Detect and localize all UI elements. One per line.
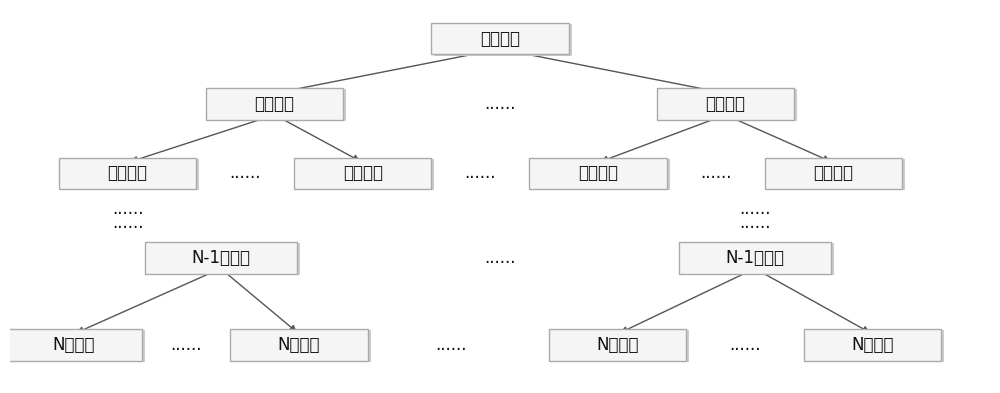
- Text: N级入口: N级入口: [596, 336, 639, 354]
- Bar: [434, 24, 572, 55]
- Text: ......: ......: [729, 336, 761, 354]
- Text: ......: ......: [435, 336, 467, 354]
- Text: ......: ......: [484, 249, 516, 267]
- Text: ......: ......: [229, 164, 261, 182]
- Text: N级入口: N级入口: [851, 336, 894, 354]
- Text: ......: ......: [112, 200, 143, 218]
- Bar: [549, 329, 686, 360]
- Bar: [297, 159, 434, 190]
- Bar: [59, 158, 196, 189]
- Bar: [62, 159, 199, 190]
- Text: ......: ......: [484, 95, 516, 113]
- Bar: [148, 244, 300, 275]
- Text: ......: ......: [739, 200, 771, 218]
- Bar: [230, 329, 368, 360]
- Text: N-1级入口: N-1级入口: [725, 249, 784, 267]
- Text: 三级入口: 三级入口: [813, 164, 853, 182]
- Text: 三级入口: 三级入口: [578, 164, 618, 182]
- Bar: [233, 330, 371, 362]
- Bar: [206, 88, 343, 120]
- Text: ......: ......: [171, 336, 202, 354]
- Bar: [294, 158, 431, 189]
- Bar: [807, 330, 944, 362]
- Bar: [657, 88, 794, 120]
- Bar: [682, 244, 834, 275]
- Text: ......: ......: [112, 215, 143, 233]
- Bar: [660, 90, 797, 121]
- Bar: [532, 159, 670, 190]
- Text: N级入口: N级入口: [278, 336, 320, 354]
- Bar: [5, 329, 142, 360]
- Text: 二级入口: 二级入口: [705, 95, 745, 113]
- Text: N-1级入口: N-1级入口: [191, 249, 250, 267]
- Bar: [765, 158, 902, 189]
- Text: 二级入口: 二级入口: [255, 95, 295, 113]
- Text: ......: ......: [465, 164, 496, 182]
- Bar: [529, 158, 667, 189]
- Bar: [768, 159, 905, 190]
- Text: N级入口: N级入口: [52, 336, 95, 354]
- Text: ......: ......: [739, 215, 771, 233]
- Text: 三级入口: 三级入口: [343, 164, 383, 182]
- Text: 一级入口: 一级入口: [480, 29, 520, 48]
- Bar: [804, 329, 941, 360]
- Bar: [431, 23, 569, 54]
- Bar: [145, 242, 297, 274]
- Text: 三级入口: 三级入口: [108, 164, 148, 182]
- Bar: [209, 90, 346, 121]
- Bar: [679, 242, 831, 274]
- Text: ......: ......: [700, 164, 731, 182]
- Bar: [552, 330, 689, 362]
- Bar: [8, 330, 145, 362]
